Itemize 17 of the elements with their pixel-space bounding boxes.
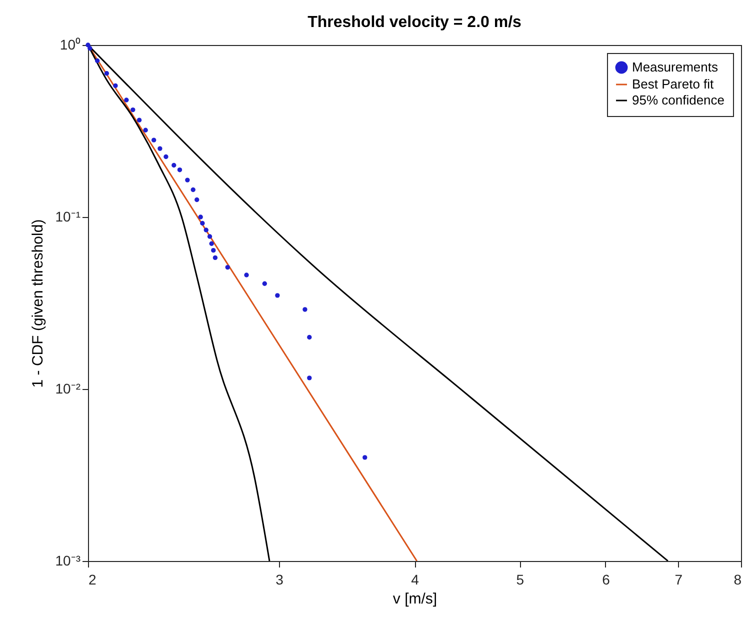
legend-label: 95% confidence (632, 92, 725, 108)
x-tick-label: 7 (674, 572, 683, 588)
x-tick-label: 5 (516, 572, 524, 588)
y-tick-label: 10⁻² (55, 380, 81, 396)
x-axis-title: v [m/s] (392, 590, 438, 608)
y-tick-label: 10⁰ (60, 36, 80, 52)
chart-title: Threshold velocity = 2.0 m/s (308, 14, 522, 31)
y-axis-title: 1 - CDF (given threshold) (29, 219, 46, 388)
legend-label: Best Pareto fit (632, 76, 714, 92)
x-tick-label: 4 (411, 572, 420, 588)
x-tick-label: 2 (88, 572, 96, 588)
y-tick-label: 10⁻¹ (55, 208, 81, 224)
x-tick-label: 6 (602, 572, 610, 588)
x-tick-label: 8 (734, 572, 742, 588)
x-tick-label: 3 (276, 572, 284, 588)
y-tick-label: 10⁻³ (55, 552, 81, 568)
legend-label: Measurements (632, 60, 718, 74)
